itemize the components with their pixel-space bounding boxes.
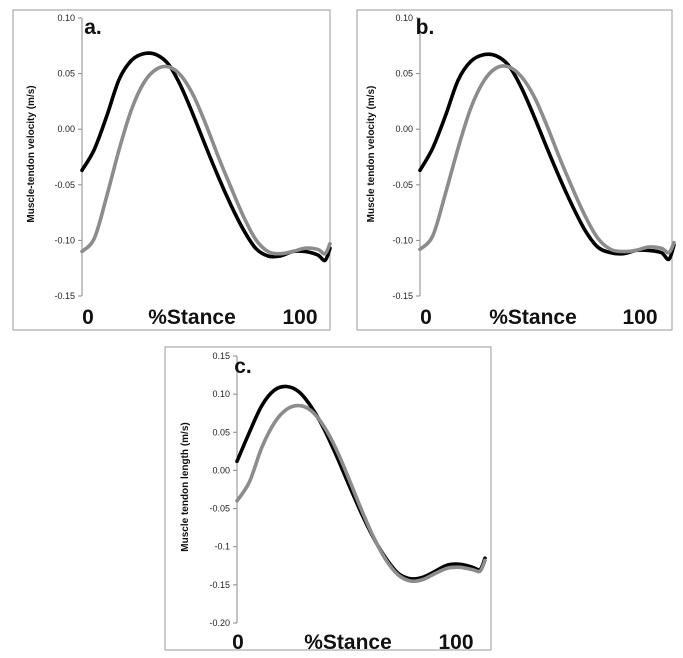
y-tick-label: -0.05 [392,180,413,190]
y-tick-label: -0.15 [209,580,230,590]
y-tick-label: 0.00 [395,124,413,134]
y-tick-label: 0.05 [212,427,230,437]
y-tick-label: 0.10 [395,13,413,23]
x-tick-label: 0 [420,306,432,329]
y-tick-label: 0.10 [57,13,75,23]
y-tick-label: 0.05 [395,69,413,79]
panel-frame [164,346,492,651]
x-tick-label: 100 [282,306,317,329]
panel-label: a. [84,16,102,39]
series-line-1 [80,51,332,263]
chart-panel-1: -0.15 -0.10 -0.05 0.00 0.05 0.10 Muscle-tendon… [12,9,332,331]
y-tick-label: -0.10 [392,235,413,245]
y-tick-label: 0.05 [57,69,75,79]
x-axis-title: %Stance [304,631,392,654]
y-tick-label: 0.15 [212,351,230,361]
y-tick-label: -0.20 [209,618,230,628]
x-tick-label: 0 [232,631,244,654]
y-tick-label: -0.05 [54,180,75,190]
series-line-2 [418,64,676,255]
y-tick-label: 0.00 [212,465,230,475]
y-tick-label: -0.1 [214,542,230,552]
chart-panel-3: -0.20 -0.15 -0.1 -0.05 0.00 0.05 0.10 0.15 Muscl… [164,346,492,654]
y-tick-label: -0.10 [54,235,75,245]
y-tick-label: 0.00 [57,124,75,134]
y-axis-label: Muscle-tendon velocity (m/s) [26,85,37,222]
y-tick-label: -0.15 [392,291,413,301]
x-tick-label: 100 [438,631,473,654]
panel-label: c. [234,355,252,378]
y-tick-label: -0.05 [209,504,230,514]
chart-panel-2: -0.15 -0.10 -0.05 0.00 0.05 0.10 Muscle tendon… [356,9,676,331]
series-line-1 [418,52,676,262]
panel-label: b. [416,16,435,39]
x-tick-label: 0 [82,306,94,329]
y-axis-label: Muscle tendon length (m/s) [180,422,191,551]
y-tick-label: -0.15 [54,291,75,301]
series-line-2 [80,64,332,256]
series-line-1 [235,384,487,581]
x-tick-label: 100 [622,306,657,329]
x-axis-title: %Stance [148,306,236,329]
x-axis-title: %Stance [489,306,577,329]
y-axis-label: Muscle tendon velocity (m/s) [366,86,377,223]
panel-frame [356,9,673,331]
panel-frame [12,9,331,331]
y-tick-label: 0.10 [212,389,230,399]
series-line-2 [235,403,487,584]
